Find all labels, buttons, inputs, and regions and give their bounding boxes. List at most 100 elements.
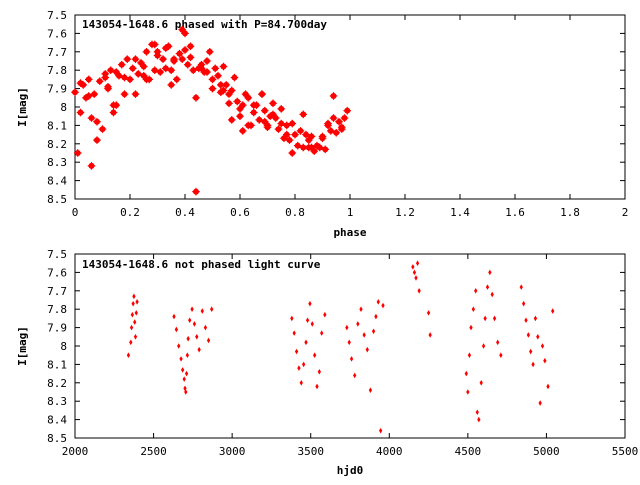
y-tick-label: 7.5 [47, 248, 67, 261]
data-point [477, 416, 481, 423]
data-point [133, 334, 138, 340]
data-series [126, 260, 555, 434]
data-point [84, 75, 93, 84]
data-point [150, 66, 159, 74]
data-point [219, 62, 228, 71]
data-point [347, 339, 351, 346]
data-point [128, 64, 137, 73]
data-point [368, 387, 373, 393]
y-tick-label: 7.9 [47, 322, 67, 335]
data-point [200, 308, 204, 314]
data-point [142, 75, 151, 84]
data-point [285, 136, 294, 144]
data-point [492, 315, 497, 322]
x-axis-label: hjd0 [337, 464, 364, 477]
y-tick-label: 7.5 [47, 9, 67, 22]
y-tick-label: 8.2 [47, 377, 67, 390]
data-point [335, 117, 343, 126]
data-point [315, 383, 319, 390]
data-point [206, 337, 211, 344]
data-point [203, 324, 208, 331]
data-point [317, 368, 322, 375]
data-point [153, 51, 162, 60]
data-point [299, 110, 308, 119]
data-point [307, 143, 316, 152]
data-point [345, 324, 349, 331]
data-point [483, 315, 487, 322]
data-point [126, 75, 134, 84]
y-tick-label: 7.7 [47, 46, 67, 59]
data-point [214, 71, 222, 80]
data-point [304, 136, 313, 144]
x-tick-label: 3500 [297, 445, 324, 458]
data-point [288, 149, 297, 157]
data-point [343, 106, 352, 115]
data-point [109, 108, 118, 117]
data-point [543, 357, 547, 364]
data-point [304, 339, 308, 346]
data-point [205, 48, 214, 56]
data-point [381, 302, 385, 309]
data-point [299, 143, 308, 152]
data-point [189, 66, 198, 74]
data-point [274, 125, 283, 133]
data-point [101, 70, 110, 78]
y-tick-label: 8 [60, 101, 67, 114]
data-point [71, 88, 79, 97]
data-point [236, 105, 244, 113]
data-point [225, 99, 233, 108]
data-point [474, 288, 478, 294]
data-point [305, 317, 310, 324]
data-point [378, 427, 383, 434]
y-tick-label: 8.3 [47, 395, 67, 408]
data-point [288, 119, 297, 128]
data-point [184, 370, 189, 377]
data-point [185, 352, 190, 358]
y-tick-label: 7.8 [47, 303, 67, 316]
data-point [332, 128, 341, 137]
data-point [321, 145, 330, 154]
data-point [123, 55, 132, 63]
data-point [222, 81, 231, 89]
chart-panel-1: 0 0.2 0.4 0.6 0.8 1 1.2 1.4 1.6 1.8 2 7.5 7.6 7.7 7.8 7… [16, 9, 628, 239]
data-point [531, 361, 535, 368]
data-point [203, 57, 211, 65]
data-point [106, 66, 115, 74]
data-point [297, 365, 301, 371]
data-point [195, 334, 199, 340]
data-point [192, 321, 197, 327]
data-point [244, 94, 253, 102]
data-point [177, 343, 181, 349]
x-tick-label: 2500 [140, 445, 167, 458]
x-tick-label: 2000 [62, 445, 89, 458]
data-point [269, 99, 277, 108]
x-tick-label: 4000 [376, 445, 403, 458]
x-axis-label: phase [333, 226, 366, 239]
x-tick-label: 0.6 [230, 206, 250, 219]
data-point [467, 352, 472, 358]
data-point [292, 330, 296, 336]
data-point [186, 335, 190, 342]
data-point [211, 64, 220, 73]
data-point [371, 328, 376, 335]
data-point [197, 64, 206, 73]
data-point [210, 306, 214, 312]
data-point [249, 101, 258, 109]
data-point [208, 84, 217, 93]
data-point [282, 121, 291, 130]
data-point [73, 149, 82, 157]
data-point [464, 370, 468, 377]
data-point [179, 356, 183, 362]
data-point [291, 130, 299, 139]
chart-title: 143054-1648.6 phased with P=84.700day [82, 18, 327, 31]
data-point [87, 162, 96, 170]
data-point [412, 269, 417, 276]
data-point [374, 313, 378, 320]
data-point [521, 300, 526, 307]
data-point [359, 306, 363, 312]
y-tick-label: 7.9 [47, 83, 67, 96]
data-point [426, 310, 431, 316]
y-tick-label: 7.7 [47, 285, 67, 298]
data-point [181, 29, 189, 38]
